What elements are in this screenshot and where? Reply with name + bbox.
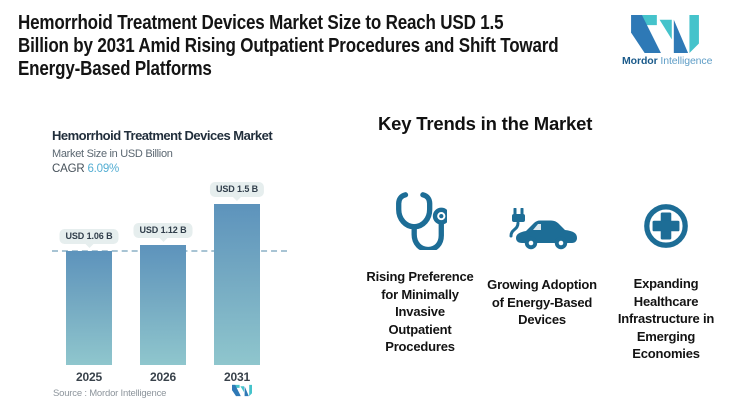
value-label-pill: USD 1.06 B xyxy=(59,229,119,245)
cagr-label: CAGR xyxy=(52,163,85,175)
bar-group-2031: USD 1.5 B 2031 xyxy=(209,180,265,384)
page-title-line-1: Hemorrhoid Treatment Devices Market Size… xyxy=(18,12,504,34)
chart-title: Hemorrhoid Treatment Devices Market xyxy=(52,128,273,143)
value-label-pill: USD 1.12 B xyxy=(133,222,193,238)
bar-2031 xyxy=(214,204,260,365)
mordor-logo-small xyxy=(232,383,252,398)
trend-label: Expanding Healthcare Infrastructure in E… xyxy=(617,276,715,361)
cagr-value: 6.09% xyxy=(87,163,120,175)
trend-label: Rising Preference for Minimally Invasive… xyxy=(366,269,474,354)
value-label-pill: USD 1.5 B xyxy=(209,182,265,198)
brand-name-primary: Mordor xyxy=(622,55,658,67)
brand-logo: Mordor Intelligence xyxy=(622,15,740,67)
chart-header: Hemorrhoid Treatment Devices Market Mark… xyxy=(52,128,273,175)
bar-2025 xyxy=(66,251,112,365)
trend-item-outpatient: Rising Preference for Minimally Invasive… xyxy=(355,188,485,356)
bar-group-2026: USD 1.12 B 2026 xyxy=(133,180,193,384)
trend-item-energy-devices: Growing Adoption of Energy-Based Devices xyxy=(477,188,607,329)
page-title-line-3: Energy-Based Platforms xyxy=(18,58,212,81)
electric-car-icon xyxy=(505,188,579,258)
axis-year-label: 2026 xyxy=(150,370,176,384)
stethoscope-icon xyxy=(393,188,447,250)
axis-year-label: 2025 xyxy=(76,370,102,384)
trend-item-healthcare-infrastructure: Expanding Healthcare Infrastructure in E… xyxy=(601,188,731,363)
bar-group-2025: USD 1.06 B 2025 xyxy=(59,180,119,384)
medical-cross-icon xyxy=(642,188,690,257)
trends-heading: Key Trends in the Market xyxy=(378,113,593,134)
trend-label: Growing Adoption of Energy-Based Devices xyxy=(487,277,597,327)
brand-name: Mordor Intelligence xyxy=(622,55,722,67)
axis-year-label: 2031 xyxy=(224,370,250,384)
chart-cagr: CAGR 6.09% xyxy=(52,163,272,175)
page-title: Hemorrhoid Treatment Devices Market Size… xyxy=(18,12,613,82)
chart-subtitle: Market Size in USD Billion xyxy=(52,148,173,160)
page-title-line-2: Billion by 2031 Amid Rising Outpatient P… xyxy=(18,35,559,58)
bar-2026 xyxy=(140,244,186,365)
source-note: Source : Mordor Intelligence xyxy=(53,388,167,399)
bar-chart: USD 1.06 B 2025 USD 1.12 B 2026 USD 1.5 B 203… xyxy=(0,180,310,384)
mordor-logo-icon xyxy=(630,15,740,53)
brand-name-secondary: Intelligence xyxy=(660,55,713,67)
